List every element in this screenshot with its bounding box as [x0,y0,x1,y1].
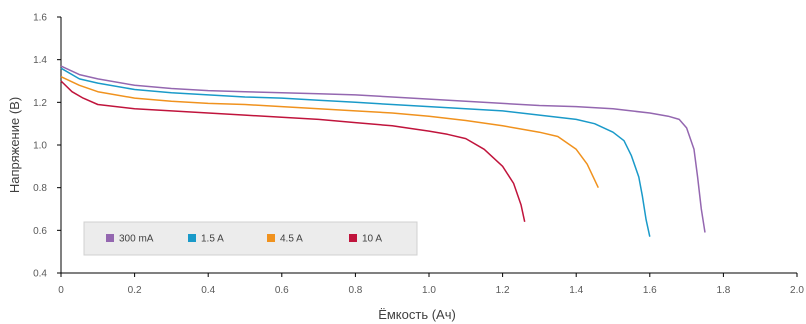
x-tick-label: 0 [58,285,64,296]
x-axis-title: Ёмкость (Ач) [378,307,456,322]
x-tick-label: 0.4 [201,285,215,296]
x-tick-label: 1.4 [569,285,583,296]
y-tick-label: 1.6 [33,13,47,24]
y-tick-label: 1.2 [33,98,47,109]
series-lines [60,65,706,237]
y-axis-title: Напряжение (В) [7,97,22,193]
series-line-3 [60,80,526,222]
legend-label-0: 300 mA [119,234,154,245]
legend-items: 300 mA 1.5 A 4.5 A 10 A [106,234,382,245]
legend: 300 mA 1.5 A 4.5 A 10 A [83,221,418,256]
y-tick-label: 0.6 [33,226,47,237]
x-tick-label: 0.6 [275,285,289,296]
x-tick-label: 1.0 [422,285,436,296]
x-tick-label: 2.0 [790,285,804,296]
legend-swatch-0 [106,234,114,242]
x-tick-label: 0.8 [348,285,362,296]
y-tick-label: 0.8 [33,183,47,194]
x-tick-label: 1.6 [643,285,657,296]
series-line-1 [60,67,651,237]
legend-label-2: 4.5 A [280,234,303,245]
legend-swatch-3 [349,234,357,242]
x-tick-label: 0.2 [128,285,142,296]
x-tick-label: 1.8 [716,285,730,296]
series-line-0 [60,65,706,233]
x-tick-label: 1.2 [496,285,510,296]
legend-swatch-2 [267,234,275,242]
legend-box [83,221,418,256]
y-tick-labels: 0.4 0.6 0.8 1.0 1.2 1.4 1.6 [33,13,61,280]
y-tick-label: 1.0 [33,141,47,152]
y-tick-label: 1.4 [33,55,47,66]
legend-label-1: 1.5 A [201,234,224,245]
y-tick-label: 0.4 [33,269,47,280]
legend-label-3: 10 A [362,234,382,245]
series-line-2 [60,76,599,189]
x-tick-labels: 0 0.2 0.4 0.6 0.8 1.0 1.2 1.4 1.6 1.8 2.0 [58,273,804,296]
legend-swatch-1 [188,234,196,242]
